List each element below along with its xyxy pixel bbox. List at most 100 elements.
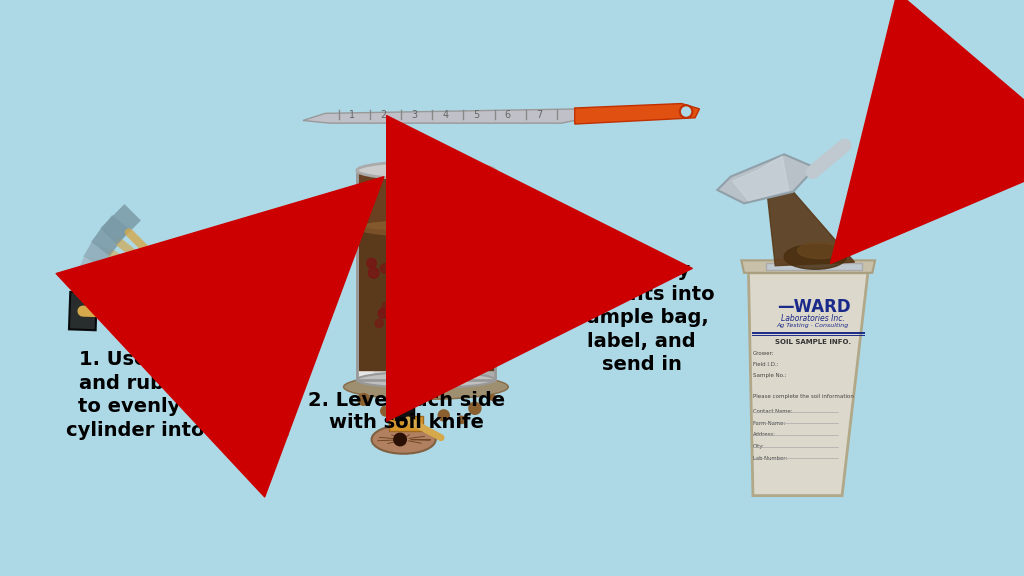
Text: Laboratories Inc.: Laboratories Inc. (780, 314, 845, 323)
Bar (468, 170, 495, 380)
Circle shape (416, 267, 425, 276)
Ellipse shape (358, 220, 494, 236)
Text: —WARD: —WARD (777, 298, 851, 316)
Circle shape (407, 358, 415, 366)
Ellipse shape (150, 325, 171, 340)
Polygon shape (741, 260, 876, 273)
Ellipse shape (171, 334, 185, 343)
Text: 3: 3 (412, 110, 418, 120)
Polygon shape (732, 156, 788, 200)
Text: 2: 2 (380, 110, 386, 120)
Circle shape (438, 410, 450, 421)
Bar (357, 170, 496, 380)
Bar (357, 170, 374, 380)
Polygon shape (169, 330, 219, 350)
Circle shape (176, 327, 180, 331)
Circle shape (223, 326, 227, 331)
Bar (359, 170, 494, 370)
Circle shape (464, 298, 478, 313)
Circle shape (174, 311, 180, 316)
Circle shape (236, 318, 239, 321)
Circle shape (375, 319, 383, 328)
Text: Contact Name:: Contact Name: (753, 409, 793, 414)
Circle shape (394, 433, 407, 446)
Ellipse shape (357, 161, 495, 179)
Circle shape (458, 416, 465, 423)
Circle shape (438, 294, 447, 304)
Circle shape (382, 301, 396, 316)
Ellipse shape (214, 330, 231, 342)
Text: 3. Empty
contents into
sample bag,
label, and
send in: 3. Empty contents into sample bag, label… (568, 262, 715, 374)
Circle shape (455, 322, 466, 333)
Polygon shape (766, 179, 854, 266)
Text: 7: 7 (536, 110, 543, 120)
Polygon shape (91, 215, 130, 256)
Circle shape (378, 309, 388, 319)
Text: 1: 1 (349, 110, 355, 120)
Text: 1. Use wood block
and rubber mallet
to evenly hammer
cylinder into ground: 1. Use wood block and rubber mallet to e… (67, 350, 290, 440)
Text: 5: 5 (473, 110, 480, 120)
Text: Ag Testing · Consulting: Ag Testing · Consulting (776, 323, 849, 328)
Circle shape (145, 320, 150, 325)
Ellipse shape (228, 324, 253, 336)
Ellipse shape (798, 242, 842, 259)
Circle shape (459, 294, 469, 304)
Bar (176, 303, 183, 328)
Circle shape (395, 301, 408, 313)
Polygon shape (717, 154, 815, 203)
Polygon shape (73, 255, 105, 295)
Text: City:: City: (753, 444, 765, 449)
Circle shape (469, 402, 481, 414)
Bar (374, 170, 384, 380)
Circle shape (680, 105, 692, 118)
Circle shape (473, 347, 483, 358)
Circle shape (390, 295, 402, 308)
Circle shape (367, 259, 377, 268)
Polygon shape (303, 109, 580, 123)
Circle shape (357, 393, 370, 406)
Circle shape (444, 303, 451, 310)
Bar (394, 406, 415, 420)
Bar (359, 170, 494, 228)
Circle shape (224, 324, 226, 327)
Polygon shape (574, 104, 699, 124)
Text: SOIL SAMPLE INFO.: SOIL SAMPLE INFO. (774, 339, 851, 345)
Text: Field I.D.:: Field I.D.: (753, 362, 778, 367)
Ellipse shape (364, 221, 488, 230)
Circle shape (482, 291, 493, 302)
Ellipse shape (358, 161, 494, 179)
Circle shape (169, 309, 174, 313)
Circle shape (380, 264, 389, 273)
Circle shape (216, 310, 221, 316)
Text: Grower:: Grower: (753, 351, 774, 357)
Ellipse shape (343, 374, 508, 399)
Circle shape (381, 406, 391, 416)
Text: Sample No.:: Sample No.: (753, 373, 786, 378)
Circle shape (226, 311, 232, 317)
Ellipse shape (372, 425, 436, 454)
Circle shape (225, 325, 231, 332)
Circle shape (153, 308, 158, 313)
Polygon shape (100, 204, 141, 244)
Bar (175, 301, 214, 330)
Bar (357, 170, 372, 380)
Ellipse shape (138, 319, 156, 329)
Polygon shape (71, 286, 96, 322)
Text: 2. Level each side
with soil knife: 2. Level each side with soil knife (308, 391, 505, 433)
Ellipse shape (784, 244, 847, 270)
Bar (481, 170, 495, 380)
Text: 6: 6 (505, 110, 511, 120)
Text: Farm Name:: Farm Name: (753, 420, 785, 426)
Circle shape (414, 316, 426, 328)
Bar (766, 263, 861, 270)
Text: 4: 4 (442, 110, 449, 120)
Polygon shape (69, 292, 97, 330)
Circle shape (482, 274, 486, 279)
Bar (182, 299, 207, 357)
Bar (472, 170, 495, 380)
Polygon shape (71, 271, 100, 308)
Polygon shape (749, 273, 868, 495)
Polygon shape (83, 228, 121, 268)
Text: Please complete the soil information: Please complete the soil information (753, 394, 854, 399)
Circle shape (406, 301, 414, 309)
